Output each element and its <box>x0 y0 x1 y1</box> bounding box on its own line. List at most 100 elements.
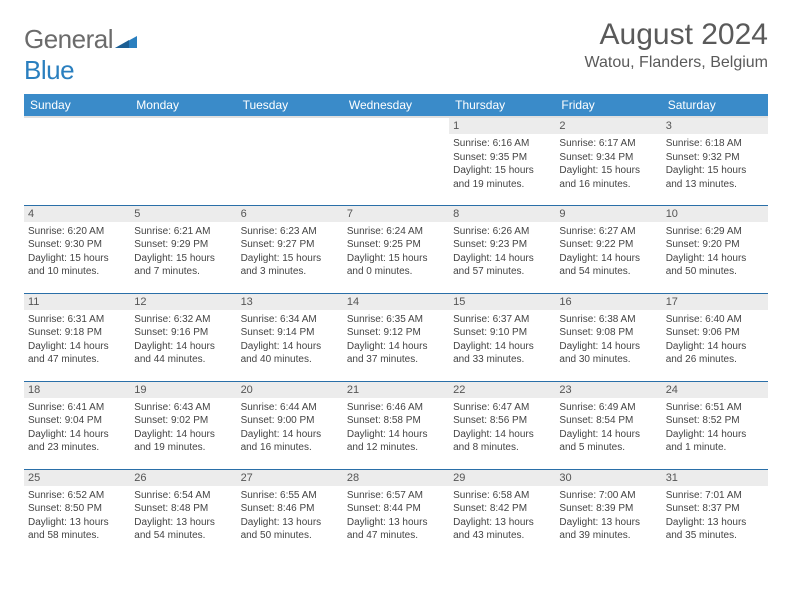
daylight-text: Daylight: 14 hours and 8 minutes. <box>453 428 551 455</box>
sunset-text: Sunset: 8:44 PM <box>347 502 445 516</box>
calendar-day-cell: 15Sunrise: 6:37 AMSunset: 9:10 PMDayligh… <box>449 293 555 381</box>
calendar-day-cell <box>130 117 236 205</box>
daylight-text: Daylight: 13 hours and 43 minutes. <box>453 516 551 543</box>
day-number: 8 <box>449 206 555 222</box>
daylight-text: Daylight: 13 hours and 50 minutes. <box>241 516 339 543</box>
daylight-text: Daylight: 15 hours and 19 minutes. <box>453 164 551 191</box>
calendar-day-cell <box>24 117 130 205</box>
daylight-text: Daylight: 14 hours and 12 minutes. <box>347 428 445 455</box>
daylight-text: Daylight: 14 hours and 26 minutes. <box>666 340 764 367</box>
sunset-text: Sunset: 8:52 PM <box>666 414 764 428</box>
sunrise-text: Sunrise: 6:47 AM <box>453 401 551 415</box>
sunrise-text: Sunrise: 6:31 AM <box>28 313 126 327</box>
calendar-day-cell: 19Sunrise: 6:43 AMSunset: 9:02 PMDayligh… <box>130 381 236 469</box>
calendar-day-cell: 11Sunrise: 6:31 AMSunset: 9:18 PMDayligh… <box>24 293 130 381</box>
calendar-week-row: 4 Sunrise: 6:20 AMSunset: 9:30 PM Daylight… <box>24 205 768 293</box>
daylight-text: Daylight: 13 hours and 35 minutes. <box>666 516 764 543</box>
calendar-day-cell: 6 Sunrise: 6:23 AMSunset: 9:27 PMDaylight… <box>237 205 343 293</box>
calendar-day-cell: 23Sunrise: 6:49 AMSunset: 8:54 PMDayligh… <box>555 381 661 469</box>
sunset-text: Sunset: 9:20 PM <box>666 238 764 252</box>
day-number: 30 <box>555 470 661 486</box>
sunrise-text: Sunrise: 6:26 AM <box>453 225 551 239</box>
day-number: 27 <box>237 470 343 486</box>
day-number: 2 <box>555 118 661 134</box>
calendar-day-cell: 31Sunrise: 7:01 AMSunset: 8:37 PMDayligh… <box>662 469 768 557</box>
sunrise-text: Sunrise: 6:23 AM <box>241 225 339 239</box>
weekday-header: Thursday <box>449 94 555 117</box>
sunrise-text: Sunrise: 6:44 AM <box>241 401 339 415</box>
calendar-day-cell: 18Sunrise: 6:41 AMSunset: 9:04 PMDayligh… <box>24 381 130 469</box>
sunset-text: Sunset: 8:56 PM <box>453 414 551 428</box>
sunset-text: Sunset: 8:50 PM <box>28 502 126 516</box>
calendar-day-cell: 10Sunrise: 6:29 AMSunset: 9:20 PMDayligh… <box>662 205 768 293</box>
brand-word-1: General <box>24 24 113 54</box>
calendar-day-cell: 2Sunrise: 6:17 AMSunset: 9:34 PMDaylight… <box>555 117 661 205</box>
sunrise-text: Sunrise: 7:00 AM <box>559 489 657 503</box>
sunset-text: Sunset: 9:34 PM <box>559 151 657 165</box>
sunset-text: Sunset: 9:35 PM <box>453 151 551 165</box>
sunset-text: Sunset: 9:08 PM <box>559 326 657 340</box>
daylight-text: Daylight: 14 hours and 44 minutes. <box>134 340 232 367</box>
month-title: August 2024 <box>585 18 768 52</box>
calendar-day-cell: 3Sunrise: 6:18 AMSunset: 9:32 PMDaylight… <box>662 117 768 205</box>
daylight-text: Daylight: 14 hours and 19 minutes. <box>134 428 232 455</box>
daylight-text: Daylight: 13 hours and 47 minutes. <box>347 516 445 543</box>
daylight-text: Daylight: 14 hours and 37 minutes. <box>347 340 445 367</box>
sunrise-text: Sunrise: 6:17 AM <box>559 137 657 151</box>
day-number: 22 <box>449 382 555 398</box>
daylight-text: Daylight: 15 hours and 3 minutes. <box>241 252 339 279</box>
sunset-text: Sunset: 9:06 PM <box>666 326 764 340</box>
sunset-text: Sunset: 9:00 PM <box>241 414 339 428</box>
brand-logo: General Blue <box>24 24 137 86</box>
sunrise-text: Sunrise: 6:51 AM <box>666 401 764 415</box>
day-number: 16 <box>555 294 661 310</box>
day-number: 18 <box>24 382 130 398</box>
day-number: 12 <box>130 294 236 310</box>
sunrise-text: Sunrise: 6:16 AM <box>453 137 551 151</box>
sunrise-text: Sunrise: 6:18 AM <box>666 137 764 151</box>
sunrise-text: Sunrise: 6:41 AM <box>28 401 126 415</box>
calendar-table: Sunday Monday Tuesday Wednesday Thursday… <box>24 94 768 557</box>
day-number: 23 <box>555 382 661 398</box>
header: General Blue August 2024 Watou, Flanders… <box>24 18 768 86</box>
calendar-week-row: 1 Sunrise: 6:16 AMSunset: 9:35 PMDaylight… <box>24 117 768 205</box>
calendar-week-row: 18 Sunrise: 6:41 AMSunset: 9:04 PM Dayligh… <box>24 381 768 469</box>
daylight-text: Daylight: 15 hours and 7 minutes. <box>134 252 232 279</box>
daylight-text: Daylight: 14 hours and 57 minutes. <box>453 252 551 279</box>
day-number: 14 <box>343 294 449 310</box>
weekday-header: Sunday <box>24 94 130 117</box>
day-number: 17 <box>662 294 768 310</box>
weekday-header: Wednesday <box>343 94 449 117</box>
day-number: 28 <box>343 470 449 486</box>
weekday-header: Tuesday <box>237 94 343 117</box>
day-number: 4 <box>24 206 130 222</box>
calendar-day-cell: 22 Sunrise: 6:47 AMSunset: 8:56 PMDayligh… <box>449 381 555 469</box>
calendar-day-cell: 1 Sunrise: 6:16 AMSunset: 9:35 PMDaylight… <box>449 117 555 205</box>
sunset-text: Sunset: 9:04 PM <box>28 414 126 428</box>
daylight-text: Daylight: 13 hours and 58 minutes. <box>28 516 126 543</box>
day-number: 25 <box>24 470 130 486</box>
sunset-text: Sunset: 8:48 PM <box>134 502 232 516</box>
calendar-day-cell: 25Sunrise: 6:52 AMSunset: 8:50 PMDayligh… <box>24 469 130 557</box>
weekday-header: Saturday <box>662 94 768 117</box>
calendar-day-cell: 4Sunrise: 6:20 AMSunset: 9:30 PMDaylight… <box>24 205 130 293</box>
day-number: 1 <box>449 118 555 134</box>
sunrise-text: Sunrise: 6:29 AM <box>666 225 764 239</box>
calendar-day-cell: 16Sunrise: 6:38 AMSunset: 9:08 PMDayligh… <box>555 293 661 381</box>
sunrise-text: Sunrise: 6:21 AM <box>134 225 232 239</box>
brand-word-2: Blue <box>24 55 74 85</box>
sunrise-text: Sunrise: 6:20 AM <box>28 225 126 239</box>
daylight-text: Daylight: 14 hours and 16 minutes. <box>241 428 339 455</box>
day-number: 7 <box>343 206 449 222</box>
daylight-text: Daylight: 15 hours and 0 minutes. <box>347 252 445 279</box>
sunset-text: Sunset: 9:27 PM <box>241 238 339 252</box>
sunrise-text: Sunrise: 6:27 AM <box>559 225 657 239</box>
day-number: 29 <box>449 470 555 486</box>
sunset-text: Sunset: 8:37 PM <box>666 502 764 516</box>
calendar-body: 1Sunrise: 6:16 AMSunset: 9:35 PMDaylight… <box>24 117 768 557</box>
sunset-text: Sunset: 9:16 PM <box>134 326 232 340</box>
sunset-text: Sunset: 9:30 PM <box>28 238 126 252</box>
calendar-day-cell: 12Sunrise: 6:32 AMSunset: 9:16 PMDayligh… <box>130 293 236 381</box>
sunset-text: Sunset: 8:39 PM <box>559 502 657 516</box>
day-number: 6 <box>237 206 343 222</box>
